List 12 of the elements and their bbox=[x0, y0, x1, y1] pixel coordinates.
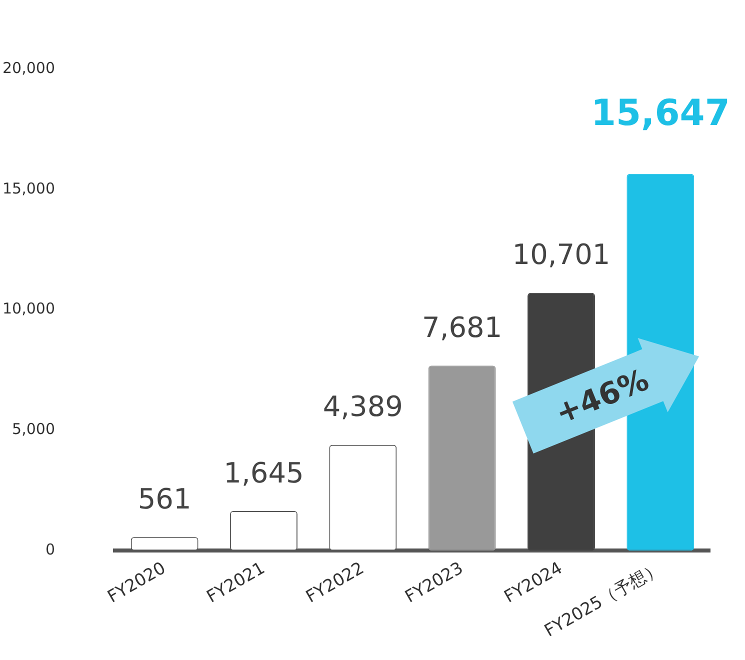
y-tick-label: 20,000 bbox=[2, 58, 55, 77]
y-tick-label: 10,000 bbox=[2, 300, 55, 318]
data-label: 7,681 bbox=[422, 310, 502, 344]
data-label: 15,647 bbox=[590, 93, 730, 134]
y-tick-label: 5,000 bbox=[12, 420, 55, 438]
data-label: 561 bbox=[138, 482, 192, 516]
data-label: 4,389 bbox=[322, 390, 404, 424]
y-tick-label: 15,000 bbox=[2, 179, 55, 198]
y-tick-label: 0 bbox=[45, 540, 55, 559]
data-label: 10,701 bbox=[512, 238, 610, 272]
data-label: 1,645 bbox=[224, 456, 304, 490]
annotation: +46% bbox=[550, 362, 654, 432]
